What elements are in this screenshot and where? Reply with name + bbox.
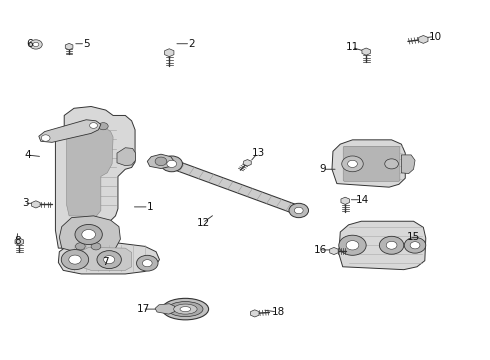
Circle shape (347, 160, 357, 167)
Circle shape (386, 241, 397, 249)
Text: 9: 9 (320, 164, 326, 174)
Circle shape (137, 255, 158, 271)
Polygon shape (67, 123, 113, 217)
Polygon shape (401, 155, 415, 174)
Circle shape (82, 229, 96, 239)
Polygon shape (58, 241, 159, 274)
Circle shape (167, 160, 176, 167)
Text: 12: 12 (197, 218, 210, 228)
Polygon shape (117, 148, 136, 166)
Circle shape (41, 135, 50, 141)
Text: 3: 3 (22, 198, 28, 208)
Text: 10: 10 (429, 32, 442, 41)
Polygon shape (165, 49, 174, 57)
Text: 16: 16 (314, 245, 327, 255)
Circle shape (98, 123, 108, 130)
Circle shape (104, 256, 115, 264)
Circle shape (385, 159, 398, 169)
Circle shape (61, 249, 89, 270)
Text: 6: 6 (26, 39, 33, 49)
Text: 4: 4 (24, 150, 31, 160)
Text: 13: 13 (252, 148, 265, 158)
Ellipse shape (180, 307, 191, 312)
Circle shape (294, 207, 303, 214)
Text: 2: 2 (188, 39, 195, 49)
Circle shape (33, 42, 39, 46)
Text: 1: 1 (147, 202, 153, 212)
Circle shape (91, 243, 101, 250)
Circle shape (289, 203, 309, 218)
Text: 11: 11 (346, 42, 359, 52)
Polygon shape (59, 216, 121, 253)
Circle shape (161, 156, 182, 172)
Circle shape (155, 157, 167, 166)
Polygon shape (147, 154, 174, 168)
FancyBboxPatch shape (343, 146, 400, 181)
Polygon shape (244, 159, 251, 166)
Polygon shape (341, 197, 349, 204)
Ellipse shape (168, 302, 203, 317)
Text: 5: 5 (83, 39, 90, 49)
Polygon shape (330, 247, 338, 255)
Circle shape (97, 251, 122, 269)
Text: 17: 17 (137, 304, 150, 314)
Polygon shape (55, 107, 135, 248)
Text: 18: 18 (271, 307, 285, 317)
Circle shape (379, 236, 404, 254)
Text: 7: 7 (102, 257, 109, 267)
Circle shape (346, 240, 359, 250)
Ellipse shape (162, 298, 209, 320)
Circle shape (404, 237, 426, 253)
Ellipse shape (173, 304, 197, 314)
Polygon shape (339, 221, 426, 270)
Polygon shape (250, 310, 259, 317)
Text: 15: 15 (407, 232, 420, 242)
Circle shape (410, 242, 420, 249)
Text: 8: 8 (15, 236, 21, 246)
Circle shape (90, 123, 98, 129)
Polygon shape (39, 120, 101, 142)
Polygon shape (81, 247, 132, 270)
Circle shape (69, 255, 81, 264)
Polygon shape (332, 140, 405, 187)
Circle shape (76, 123, 86, 130)
Polygon shape (32, 201, 40, 208)
Circle shape (75, 243, 85, 250)
Polygon shape (362, 48, 370, 55)
Polygon shape (418, 36, 428, 43)
Circle shape (339, 235, 366, 255)
Circle shape (75, 225, 102, 244)
Circle shape (143, 260, 152, 267)
Circle shape (342, 156, 363, 172)
Polygon shape (155, 304, 174, 314)
Polygon shape (65, 43, 73, 50)
Text: 14: 14 (356, 195, 369, 205)
Polygon shape (15, 238, 24, 245)
Circle shape (29, 40, 42, 49)
